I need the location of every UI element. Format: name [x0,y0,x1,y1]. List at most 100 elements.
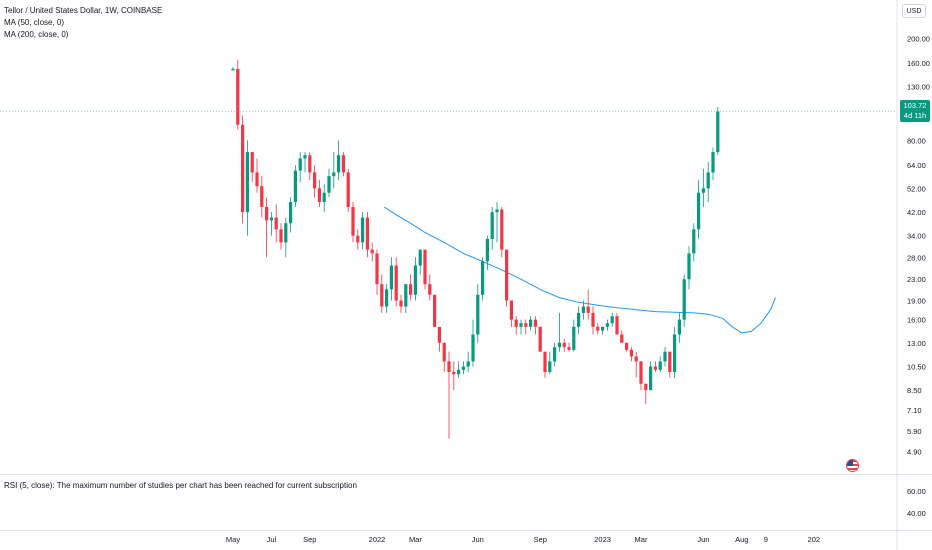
x-tick-label: 2022 [369,535,386,544]
last-price-tag: 103.72 4d 11h [900,100,930,122]
candle-body [457,369,461,375]
candle-body [716,111,720,153]
rsi-tick-label: 60.00 [907,487,926,496]
candle-body [615,316,619,335]
candle-body [509,300,513,320]
x-tick-label: May [226,535,240,544]
candle-body [322,192,326,203]
ma50-line [383,206,776,334]
candle-body [269,217,273,221]
y-tick-label: 10.50 [907,363,926,372]
candle-body [697,192,701,230]
y-tick-label: 80.00 [907,136,926,145]
candle-body [394,265,398,301]
candle-body [649,366,653,391]
candle-body [490,212,494,240]
x-tick-label: 202 [808,535,821,544]
candle-body [380,284,384,307]
x-tick-label: Jun [472,535,484,544]
candle-body [437,326,441,343]
candle-body [673,334,677,372]
candle-body [284,223,288,243]
candle-body [572,326,576,350]
x-tick-label: Mar [409,535,422,544]
candle-body [303,155,307,159]
candle-body [567,347,571,350]
candle-body [231,68,235,71]
rsi-tick-label: 40.00 [907,509,926,518]
last-price-value: 103.72 [903,101,927,110]
candle-body [365,217,369,250]
candle-body [519,323,523,327]
candles-layer [231,59,720,439]
candle-body [466,361,470,367]
candle-body [346,172,350,207]
candle-body [485,239,489,262]
y-tick-label: 8.50 [907,386,922,395]
candle-body [385,289,389,307]
candle-body [375,253,379,285]
candle-body [274,217,278,230]
candle-body [577,312,581,327]
candle-body [279,229,283,243]
candle-body [361,217,365,243]
x-tick-label: Sep [534,535,547,544]
ma50-legend[interactable]: MA (50, close, 0) [4,18,65,27]
candle-body [586,306,590,313]
candle-body [581,306,585,313]
candle-body [404,284,408,307]
candle-body [553,347,557,362]
candle-body [370,249,374,254]
bar-countdown: 4d 11h [903,111,927,120]
candle-body [461,366,465,370]
candle-body [658,361,662,370]
x-tick-label: Aug [735,535,748,544]
candle-body [481,261,485,295]
candle-body [332,172,336,177]
candle-body [241,124,245,213]
candle-body [505,249,509,301]
candle-body [418,249,422,266]
y-tick-label: 34.00 [907,232,926,241]
candle-body [298,158,302,171]
candle-body [409,284,413,295]
x-tick-label: 2023 [594,535,611,544]
candle-body [620,334,624,343]
ma200-legend[interactable]: MA (200, close, 0) [4,30,69,39]
x-tick-label: Mar [635,535,648,544]
candle-body [327,176,331,193]
symbol-title[interactable]: Tellor / United States Dollar, 1W, COINB… [4,6,163,15]
candle-body [596,326,600,331]
candle-body [605,323,609,327]
y-tick-label: 52.00 [907,184,926,193]
candle-body [476,294,480,335]
candle-body [677,319,681,335]
candle-body [711,152,715,173]
moving-average-layer [383,206,776,334]
candle-body [341,155,345,173]
candle-body [653,366,657,370]
candle-body [529,319,533,327]
candle-body [557,342,561,348]
candle-body [533,319,537,327]
rsi-study-label: RSI (5, close): The maximum number of st… [4,481,357,490]
candle-body [625,342,629,350]
y-tick-label: 130.00 [907,82,930,91]
candle-body [591,312,595,327]
candle-body [265,206,269,221]
candle-body [236,68,240,125]
y-tick-label: 28.00 [907,253,926,262]
candle-body [663,351,667,362]
candle-body [442,342,446,362]
candle-body [548,361,552,372]
candle-body [250,152,254,173]
us-flag-icon[interactable] [846,459,859,472]
candle-body [356,235,360,243]
candle-body [337,155,341,173]
candle-body [260,186,264,207]
y-tick-label: 5.90 [907,427,922,436]
candle-body [495,209,499,213]
currency-button[interactable]: USD [902,4,926,18]
candle-body [634,356,638,362]
